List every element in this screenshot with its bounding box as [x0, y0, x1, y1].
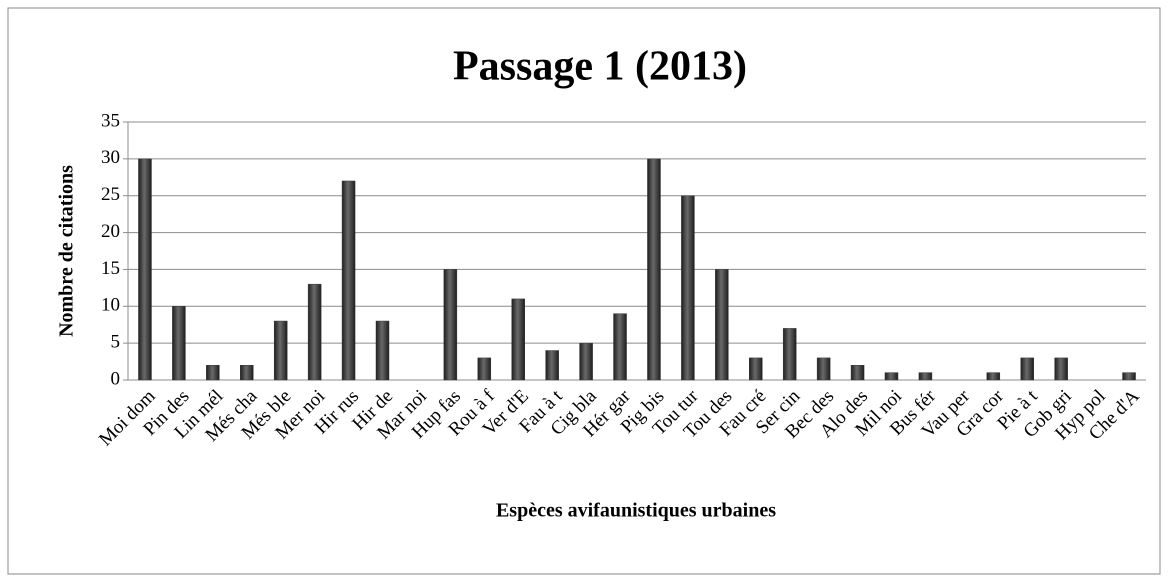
y-tick-label: 35: [101, 110, 120, 131]
bar: [240, 365, 254, 381]
y-tick-label: 25: [101, 184, 120, 205]
chart-frame: [7, 7, 1161, 575]
bar: [816, 357, 831, 381]
bar: [1122, 372, 1136, 381]
bar: [986, 372, 1001, 381]
bar: [172, 306, 186, 381]
y-tick-label: 0: [111, 368, 121, 389]
bar: [307, 283, 322, 381]
bar: [443, 269, 458, 381]
bar: [579, 342, 593, 381]
chart-title: Passage 1 (2013): [453, 44, 747, 90]
y-tick-label: 5: [111, 332, 121, 353]
y-tick-label: 20: [101, 221, 120, 242]
y-tick-label: 10: [101, 295, 120, 316]
bar: [138, 158, 152, 381]
bar: [511, 298, 525, 381]
bar: [375, 320, 390, 381]
bar: [681, 195, 695, 381]
y-tick-label: 30: [101, 147, 120, 168]
bar: [715, 269, 729, 381]
bar: [545, 350, 559, 381]
bar: [647, 158, 661, 381]
bar: [273, 320, 288, 381]
bar: [1020, 357, 1034, 381]
bar: [613, 313, 627, 381]
bar: [1054, 357, 1068, 381]
bar: [477, 357, 492, 381]
bar: [884, 372, 899, 381]
bar: [749, 357, 763, 381]
bar: [782, 328, 797, 381]
y-tick-label: 15: [101, 258, 120, 279]
y-axis-title: Nombre de citations: [56, 165, 78, 337]
x-axis-title: Espèces avifaunistiques urbaines: [496, 500, 776, 522]
bar: [206, 365, 220, 381]
bar: [341, 180, 356, 381]
bar: [918, 372, 933, 381]
bar: [850, 365, 865, 381]
